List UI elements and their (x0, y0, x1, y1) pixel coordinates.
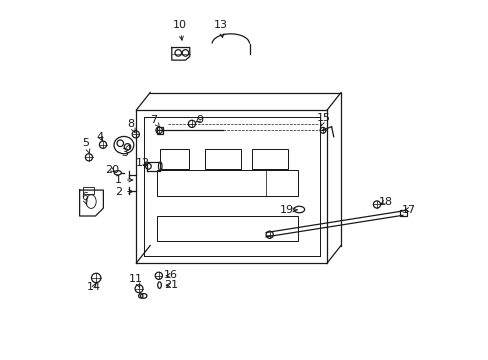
Text: 12: 12 (136, 158, 150, 168)
Text: 14: 14 (87, 282, 101, 292)
Text: 17: 17 (402, 204, 416, 215)
Text: 5: 5 (82, 138, 90, 154)
Text: 18: 18 (378, 197, 392, 207)
Text: 3: 3 (121, 145, 129, 158)
Bar (83, 187, 94, 194)
Text: 20: 20 (105, 165, 119, 175)
Bar (204, 149, 241, 169)
Text: 2: 2 (115, 186, 132, 197)
Text: 13: 13 (214, 20, 227, 38)
Text: 8: 8 (127, 119, 135, 132)
Bar (157, 216, 297, 241)
Bar (157, 170, 297, 196)
Bar (157, 127, 163, 134)
Text: 19: 19 (279, 205, 296, 215)
Text: 21: 21 (163, 280, 178, 290)
Bar (160, 149, 188, 169)
Bar (251, 149, 287, 169)
Text: 10: 10 (172, 20, 186, 40)
Text: 1: 1 (115, 175, 132, 185)
Text: 9: 9 (196, 114, 203, 125)
Text: 16: 16 (163, 270, 177, 280)
Text: 15: 15 (316, 113, 330, 126)
Bar (399, 210, 406, 216)
Text: 11: 11 (128, 274, 142, 287)
Text: 4: 4 (97, 132, 104, 142)
Text: 6: 6 (81, 192, 88, 205)
Text: 7: 7 (150, 114, 159, 127)
